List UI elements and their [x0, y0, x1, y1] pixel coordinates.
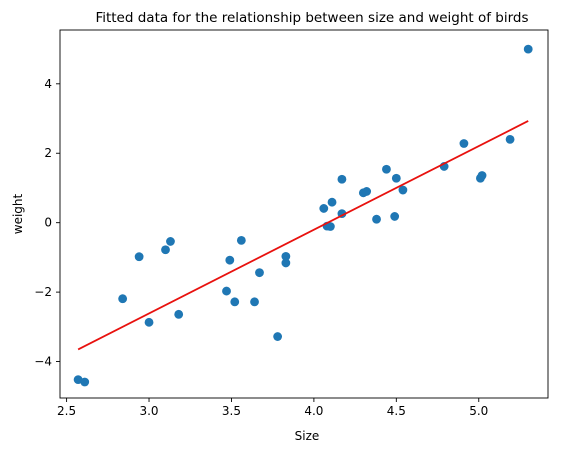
- scatter-point: [134, 252, 144, 262]
- scatter-point: [118, 294, 128, 304]
- scatter-point: [222, 286, 231, 296]
- scatter-point: [372, 214, 381, 224]
- scatter-point: [325, 222, 335, 231]
- x-tick-label: 4.5: [387, 404, 406, 418]
- scatter-point: [362, 187, 372, 196]
- scatter-point: [281, 258, 291, 268]
- fit-line: [77, 120, 529, 351]
- scatter-point: [255, 268, 264, 278]
- scatter-point: [327, 197, 337, 207]
- scatter-point: [174, 309, 184, 319]
- scatter-point: [273, 332, 283, 341]
- y-tick-label: −2: [34, 285, 52, 299]
- scatter-point: [382, 164, 391, 174]
- scatter-point: [319, 204, 329, 213]
- x-tick-label: 5.0: [469, 404, 488, 418]
- ticks-layer: 2.5 3.0 3.5 4.0 4.5 5.0 −4 −2 0 2 4: [34, 77, 488, 418]
- scatter-point: [144, 317, 154, 327]
- scatter-point: [166, 237, 175, 246]
- scatter-point: [523, 44, 533, 54]
- x-tick-label: 2.5: [57, 404, 76, 418]
- plot-layer: [73, 44, 533, 387]
- x-tick-label: 3.5: [222, 404, 241, 418]
- scatter-point: [398, 185, 408, 195]
- scatter-point: [161, 245, 170, 255]
- y-axis-label: weight: [11, 193, 25, 234]
- x-axis-label: Size: [295, 429, 320, 443]
- scatter-point: [230, 297, 240, 307]
- y-tick-label: 0: [44, 216, 52, 230]
- scatter-point: [391, 173, 401, 183]
- scatter-point: [225, 255, 235, 265]
- scatter-point: [73, 375, 83, 384]
- scatter-point: [236, 235, 246, 245]
- scatter-point: [80, 377, 90, 387]
- scatter-point: [505, 134, 515, 144]
- chart-title: Fitted data for the relationship between…: [95, 10, 528, 26]
- y-tick-label: −4: [34, 355, 52, 369]
- x-tick-label: 4.0: [304, 404, 323, 418]
- axes-frame: [59, 29, 549, 399]
- scatter-point: [337, 174, 347, 184]
- scatter-point: [390, 212, 400, 221]
- scatter-point: [477, 171, 487, 180]
- y-tick-label: 4: [44, 77, 52, 91]
- x-tick-label: 3.0: [139, 404, 158, 418]
- scatter-point: [459, 139, 469, 148]
- scatter-point: [281, 251, 291, 261]
- y-tick-label: 2: [44, 146, 52, 160]
- scatter-point: [250, 297, 259, 307]
